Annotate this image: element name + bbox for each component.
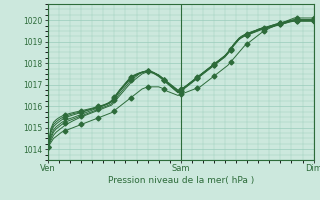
X-axis label: Pression niveau de la mer( hPa ): Pression niveau de la mer( hPa ) <box>108 176 254 185</box>
